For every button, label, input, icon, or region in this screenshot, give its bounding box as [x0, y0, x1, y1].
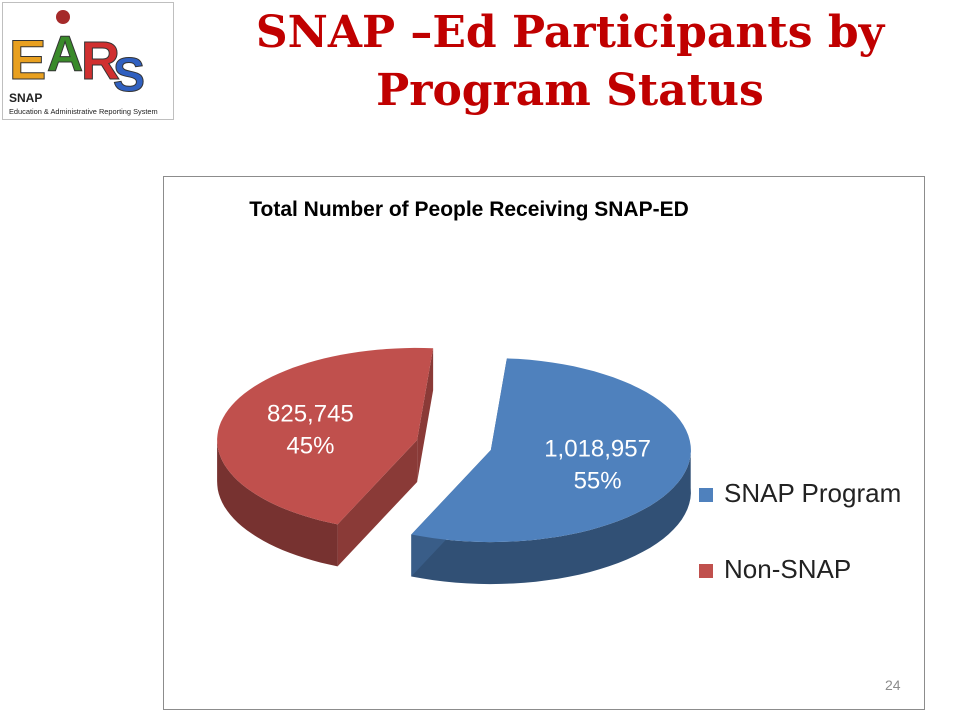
pie-slice-snap-program: [411, 358, 691, 585]
data-label-percent: 55%: [574, 467, 622, 494]
logo-subtitle: Education & Administrative Reporting Sys…: [9, 107, 158, 116]
slide-title-line-1: SNAP –Ed Participants by: [255, 7, 885, 58]
legend-swatch: [699, 488, 713, 502]
chart-title: Total Number of People Receiving SNAP-ED: [249, 198, 689, 221]
ears-logo: E A R S SNAP Education & Administrative …: [2, 2, 174, 120]
apple-icon: [56, 10, 70, 24]
legend-item: Non-SNAP: [699, 554, 851, 584]
data-label-value: 1,018,957: [544, 435, 651, 462]
ears-logo-graphic: E A R S SNAP Education & Administrative …: [9, 10, 158, 116]
data-label-percent: 45%: [286, 433, 334, 460]
logo-snap-text: SNAP: [9, 91, 42, 105]
pie-slice-top: [411, 358, 691, 543]
pie-slice-top: [217, 347, 434, 525]
pie-slice-edge: [337, 439, 418, 567]
logo-letter-s: S: [113, 49, 145, 102]
legend-label: Non-SNAP: [724, 554, 851, 584]
pie-chart: Total Number of People Receiving SNAP-ED…: [217, 198, 901, 585]
slide-title-line-2: Program Status: [376, 65, 764, 116]
logo-letter-r: R: [81, 31, 120, 91]
pie-slice-non-snap: [217, 347, 434, 567]
legend-label: SNAP Program: [724, 478, 901, 508]
logo-letter-e: E: [9, 28, 46, 91]
legend-swatch: [699, 564, 713, 578]
slide-title: SNAP –Ed Participants by Program Status: [180, 4, 960, 120]
pie-slice-side: [217, 439, 338, 567]
page-number: 24: [885, 677, 901, 693]
logo-letter-a: A: [47, 26, 83, 82]
data-label-value: 825,745: [267, 401, 354, 428]
legend-item: SNAP Program: [699, 478, 901, 508]
pie-slice-edge: [417, 348, 434, 482]
chart-frame: Total Number of People Receiving SNAP-ED…: [163, 176, 925, 710]
pie-slice-side: [411, 445, 691, 585]
